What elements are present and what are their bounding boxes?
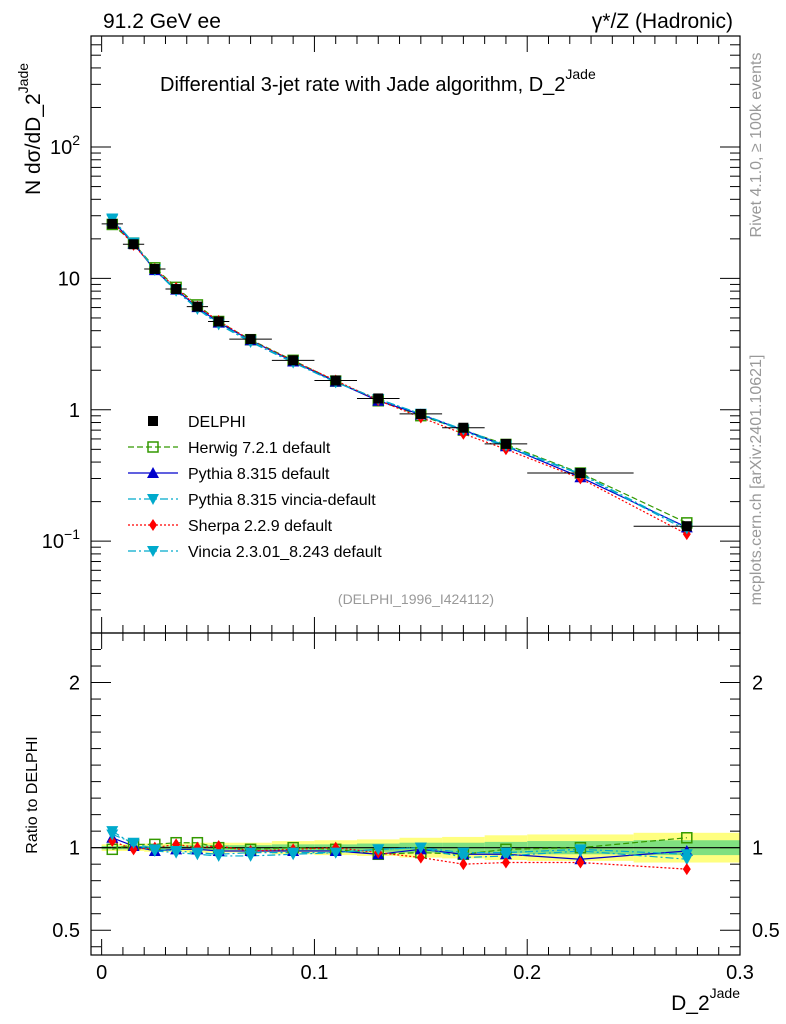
y-axis-label-top-sup: Jade — [15, 63, 31, 94]
y-axis-label-top-main: N dσ/dD_2 — [22, 93, 45, 195]
y-axis-label-top: N dσ/dD_2Jade — [15, 63, 45, 195]
ratio-4-point-3 — [170, 845, 183, 857]
ratio-3-point-11 — [459, 858, 468, 871]
ratio-4-point-2 — [148, 844, 161, 856]
series-line-4 — [111, 219, 688, 530]
ratio-3-point-12 — [501, 856, 510, 869]
legend-label-2: Pythia 8.315 default — [188, 466, 330, 483]
x-axis-label-main: D_2 — [671, 992, 710, 1015]
ratio-4-point-7 — [287, 847, 300, 859]
ratio-3-point-10 — [416, 851, 425, 864]
ratio-panel-frame — [90, 632, 741, 956]
chart-title: Differential 3-jet rate with Jade algori… — [160, 66, 596, 96]
data-point-8 — [330, 375, 341, 386]
ratio-4-point-11 — [457, 847, 470, 859]
data-point-2 — [149, 263, 160, 274]
ratio-4-point-12 — [499, 847, 512, 859]
legend-label-5: Vincia 2.3.01_8.243 default — [188, 544, 382, 561]
data-point-10 — [415, 408, 426, 419]
legend: DELPHI Herwig 7.2.1 default Pythia 8.315 d… — [128, 414, 382, 561]
x-axis-label: D_2Jade — [671, 985, 740, 1015]
data-point-5 — [213, 316, 224, 327]
y-tick-label-bot-0: 0.5 — [52, 920, 80, 942]
data-point-9 — [373, 393, 384, 404]
ratio-3-point-13 — [576, 856, 585, 869]
legend-label-0: DELPHI — [188, 414, 246, 431]
data-point-3 — [171, 284, 182, 295]
ratio-3-point-14 — [682, 863, 691, 876]
y-tick-label-top-2: 10 — [58, 268, 80, 290]
header-right: γ*/Z (Hadronic) — [592, 10, 733, 33]
y-tick-label-top-base-3: 10 — [50, 137, 72, 159]
ratio-4-point-13 — [574, 844, 587, 856]
analysis-id: (DELPHI_1996_I424112) — [338, 591, 494, 607]
legend-label-1: Herwig 7.2.1 default — [188, 440, 331, 457]
legend-marker-2 — [147, 467, 159, 478]
ratio-4-point-4 — [191, 847, 204, 859]
ratio-line-2 — [111, 830, 687, 860]
y-tick-label-top-exp-3: 2 — [72, 132, 80, 148]
data-point-7 — [288, 355, 299, 366]
legend-marker-4 — [149, 519, 157, 531]
y-tick-label-bot-right-0: 0.5 — [752, 920, 780, 942]
ratio-4-point-8 — [329, 847, 342, 859]
y-tick-label-bot-1: 1 — [69, 838, 80, 860]
legend-marker-0 — [148, 416, 158, 426]
x-tick-label-1: 0.1 — [301, 962, 329, 984]
y-tick-label-top-1: 1 — [69, 400, 80, 422]
y-tick-label-top-base-0: 10 — [42, 531, 64, 553]
ratio-panel: 0 0.1 0.2 0.3 0.5 0.5 1 1 2 2 Ratio to DELPHI — [24, 632, 780, 984]
ratio-4-point-6 — [244, 847, 257, 859]
data-point-0 — [107, 218, 118, 229]
y-tick-label-bot-2: 2 — [69, 673, 80, 695]
chart-title-sup: Jade — [565, 66, 596, 82]
ratio-0-point-14 — [681, 832, 693, 844]
y-tick-label-top-0: 10−1 — [42, 526, 80, 553]
ratio-3-point-0 — [108, 835, 117, 848]
y-tick-label-top-base-2: 10 — [58, 268, 80, 290]
y-tick-label-top-base-1: 1 — [69, 400, 80, 422]
y-tick-label-top-3: 102 — [50, 132, 80, 159]
legend-marker-5 — [147, 546, 159, 557]
header-left: 91.2 GeV ee — [103, 10, 221, 33]
ratio-4-point-1 — [127, 837, 140, 849]
x-axis-label-sup: Jade — [710, 985, 741, 1001]
legend-label-4: Sherpa 2.2.9 default — [188, 518, 333, 535]
y-axis-label-bottom: Ratio to DELPHI — [24, 736, 41, 853]
data-point-4 — [192, 301, 203, 312]
ratio-4-point-14 — [680, 849, 693, 861]
ratio-3-point-5 — [214, 840, 223, 853]
data-point-6 — [245, 334, 256, 345]
x-tick-label-0: 0 — [96, 962, 107, 984]
ratio-3-point-1 — [129, 843, 138, 856]
legend-marker-3 — [147, 494, 159, 505]
y-tick-label-bot-right-2: 2 — [752, 673, 763, 695]
legend-marker-1 — [147, 441, 159, 453]
rivet-label: Rivet 4.1.0, ≥ 100k events — [748, 53, 765, 238]
data-point-12 — [500, 438, 511, 449]
data-point-13 — [575, 468, 586, 479]
ratio-4-point-5 — [212, 849, 225, 861]
ratio-4-point-9 — [372, 844, 385, 856]
y-tick-label-top-exp-0: −1 — [64, 526, 80, 542]
data-point-14 — [681, 521, 692, 532]
x-tick-label-3: 0.3 — [726, 962, 754, 984]
ratio-4-point-10 — [414, 842, 427, 854]
data-point-1 — [128, 239, 139, 250]
chart-title-main: Differential 3-jet rate with Jade algori… — [160, 74, 565, 96]
x-tick-label-2: 0.2 — [513, 962, 541, 984]
legend-label-3: Pythia 8.315 vincia-default — [188, 492, 376, 509]
series-line-3 — [111, 221, 688, 535]
y-tick-label-bot-right-1: 1 — [752, 838, 763, 860]
mcplots-label: mcplots.cern.ch [arXiv:2401.10621] — [748, 355, 765, 606]
data-point-11 — [458, 422, 469, 433]
ratio-4-point-0 — [106, 829, 119, 841]
